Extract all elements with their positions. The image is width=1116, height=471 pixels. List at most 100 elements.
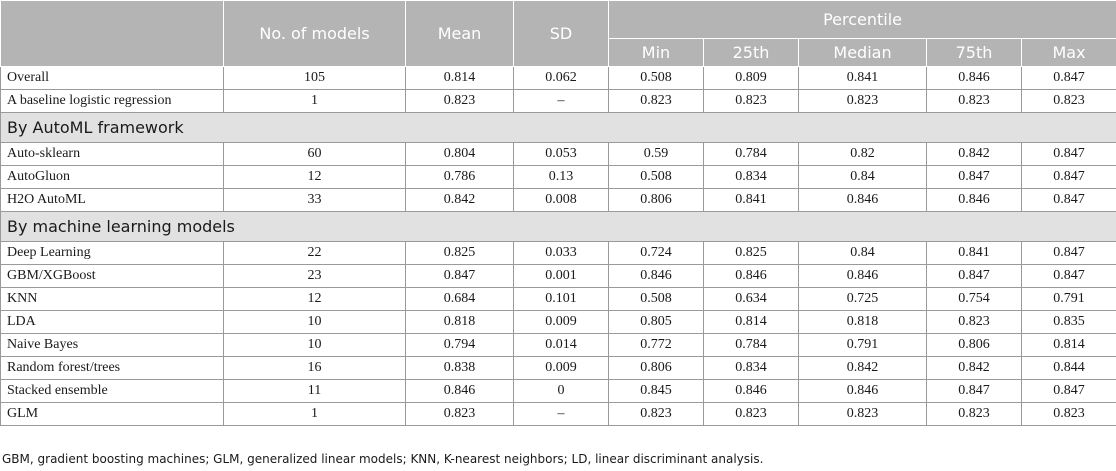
cell-max: 0.847 [1020,241,1116,265]
cell-mean: 0.814 [405,66,514,90]
cell-models: 10 [223,310,406,334]
table-row: GBM/XGBoost 23 0.847 0.001 0.846 0.846 0.846 0.… [0,264,1116,288]
header-percentile: Percentile [607,0,1116,39]
cell-sd: 0.101 [513,287,609,311]
row-label: GBM/XGBoost [0,264,224,288]
section-title: By machine learning models [0,211,1116,242]
row-label: Auto-sklearn [0,142,224,166]
cell-median: 0.725 [798,287,927,311]
cell-median: 0.841 [798,66,927,90]
cell-25th: 0.825 [703,241,799,265]
table-footnote: GBM, gradient boosting machines; GLM, ge… [2,452,764,466]
cell-sd: 0.001 [513,264,609,288]
cell-models: 1 [223,89,406,113]
cell-min: 0.508 [608,165,704,189]
cell-25th: 0.784 [703,142,799,166]
cell-min: 0.508 [608,66,704,90]
row-label: Stacked ensemble [0,379,224,403]
automl-rows: Auto-sklearn 60 0.804 0.053 0.59 0.784 0.82 0.8… [0,142,1116,212]
cell-min: 0.846 [608,264,704,288]
cell-25th: 0.834 [703,165,799,189]
cell-min: 0.806 [608,356,704,380]
cell-min: 0.805 [608,310,704,334]
cell-median: 0.84 [798,241,927,265]
cell-max: 0.791 [1020,287,1116,311]
cell-max: 0.847 [1020,379,1116,403]
cell-mean: 0.684 [405,287,514,311]
cell-models: 33 [223,188,406,212]
cell-min: 0.806 [608,188,704,212]
table-row-overall: Overall 105 0.814 0.062 0.508 0.809 0.84… [0,66,1116,90]
table-row: Deep Learning 22 0.825 0.033 0.724 0.825 0.84 0… [0,241,1116,265]
cell-sd: 0.062 [513,66,609,90]
cell-75th: 0.846 [926,188,1022,212]
cell-25th: 0.846 [703,264,799,288]
header-25th: 25th [703,38,799,67]
cell-25th: 0.784 [703,333,799,357]
table-row: GLM 1 0.823–0.823 0.823 0.823 0.823 0.823 [0,402,1116,426]
cell-mean: 0.818 [405,310,514,334]
cell-max: 0.844 [1020,356,1116,380]
cell-max: 0.814 [1020,333,1116,357]
cell-75th: 0.841 [926,241,1022,265]
cell-max: 0.823 [1020,89,1116,113]
cell-min: 0.823 [608,89,704,113]
header-median: Median [798,38,927,67]
cell-25th: 0.823 [703,402,799,426]
cell-75th: 0.823 [926,89,1022,113]
cell-sd: 0.13 [513,165,609,189]
cell-25th: 0.846 [703,379,799,403]
cell-mean: 0.823 [405,402,514,426]
cell-25th: 0.823 [703,89,799,113]
cell-models: 16 [223,356,406,380]
cell-min: 0.59 [608,142,704,166]
row-label: KNN [0,287,224,311]
section-header-ml: By machine learning models [0,211,1116,242]
cell-25th: 0.809 [703,66,799,90]
cell-models: 11 [223,379,406,403]
cell-median: 0.846 [798,188,927,212]
cell-mean: 0.825 [405,241,514,265]
row-label: GLM [0,402,224,426]
cell-median: 0.818 [798,310,927,334]
cell-sd: – [513,402,609,426]
cell-sd: 0.009 [513,356,609,380]
results-table: No. of models Mean SD Percentile Min 25t… [0,0,1116,426]
table-row-baseline: A baseline logistic regression 1 0.823 –… [0,89,1116,113]
cell-max: 0.847 [1020,142,1116,166]
cell-75th: 0.823 [926,310,1022,334]
cell-25th: 0.814 [703,310,799,334]
cell-max: 0.823 [1020,402,1116,426]
header-no-of-models: No. of models [223,0,406,67]
row-label: Overall [0,66,224,90]
cell-models: 12 [223,165,406,189]
cell-models: 105 [223,66,406,90]
cell-median: 0.82 [798,142,927,166]
ml-rows: Deep Learning 22 0.825 0.033 0.724 0.825 0.84 0… [0,241,1116,426]
cell-min: 0.508 [608,287,704,311]
cell-models: 1 [223,402,406,426]
row-label: AutoGluon [0,165,224,189]
cell-max: 0.847 [1020,66,1116,90]
table-row: AutoGluon 12 0.786 0.13 0.508 0.834 0.84 0.847 0… [0,165,1116,189]
header-sd: SD [513,0,609,67]
cell-sd: 0.053 [513,142,609,166]
cell-mean: 0.842 [405,188,514,212]
cell-25th: 0.634 [703,287,799,311]
cell-max: 0.847 [1020,188,1116,212]
cell-75th: 0.823 [926,402,1022,426]
section-title: By AutoML framework [0,112,1116,143]
cell-min: 0.724 [608,241,704,265]
cell-mean: 0.846 [405,379,514,403]
cell-75th: 0.847 [926,264,1022,288]
row-label: H2O AutoML [0,188,224,212]
cell-25th: 0.834 [703,356,799,380]
cell-median: 0.842 [798,356,927,380]
cell-mean: 0.794 [405,333,514,357]
row-label: Naive Bayes [0,333,224,357]
row-label: Random forest/trees [0,356,224,380]
table-row: LDA 10 0.818 0.009 0.805 0.814 0.818 0.823 0.835 [0,310,1116,334]
cell-median: 0.846 [798,379,927,403]
table-row: Naive Bayes 10 0.794 0.014 0.772 0.784 0.791 0.… [0,333,1116,357]
table-row: Stacked ensemble 11 0.846 0 0.845 0.846 0.846 0… [0,379,1116,403]
